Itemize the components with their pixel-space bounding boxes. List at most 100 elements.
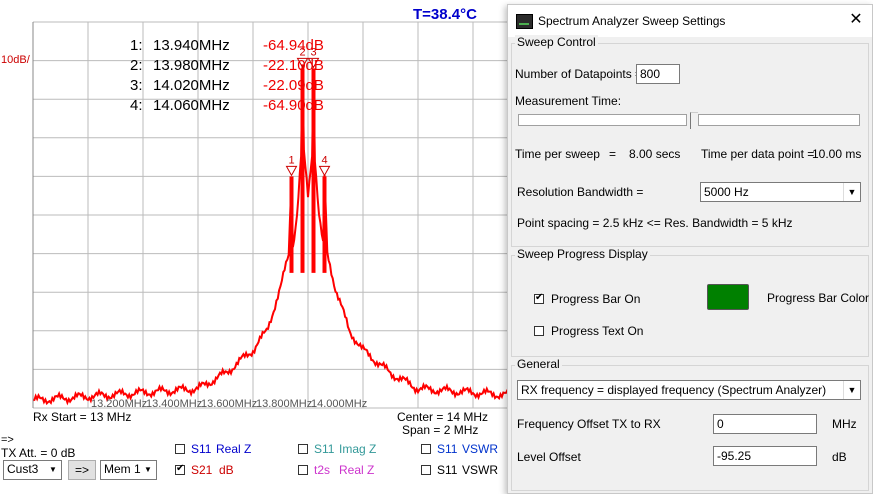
sweep-control-group: Sweep Control Number of Datapoints = 800… — [511, 35, 869, 247]
frequency-offset-unit: MHz — [832, 417, 857, 431]
time-per-point-value: 10.00 ms — [812, 147, 862, 161]
slider-track-right — [698, 114, 860, 126]
point-spacing-info: Point spacing = 2.5 kHz <= Res. Bandwidt… — [517, 216, 793, 230]
datapoints-input[interactable]: 800 — [636, 64, 680, 84]
memory-select[interactable]: Mem 1 ▼ — [100, 460, 157, 480]
chevron-down-icon: ▼ — [144, 465, 152, 474]
marker-flag-label: 4 — [321, 154, 327, 166]
marker-frequency: 14.060MHz — [153, 97, 230, 114]
marker-flag-label: 1 — [288, 154, 294, 166]
trace-name: S11 — [314, 442, 335, 456]
trace-type: Real Z — [216, 442, 252, 456]
progress-bar-color-swatch[interactable] — [707, 284, 749, 310]
marker-flag-label: 3 — [310, 46, 316, 58]
marker-level: -22.09dB — [263, 77, 324, 94]
marker-frequency: 13.940MHz — [153, 37, 230, 54]
apply-arrow-button[interactable]: => — [68, 460, 96, 480]
marker-level: -64.94dB — [263, 37, 324, 54]
memory-select-value: Mem 1 — [104, 462, 141, 476]
chevron-down-icon: ▼ — [49, 465, 57, 474]
time-per-point-label: Time per data point = — [701, 147, 815, 161]
slider-track-left — [518, 114, 687, 126]
tx-attenuation-label: TX Att. = 0 dB — [1, 446, 76, 460]
trace-name: S11 — [191, 442, 212, 456]
marker-index: 4: — [130, 97, 143, 114]
center-label: Center = 14 MHz — [397, 410, 489, 424]
chevron-down-icon: ▼ — [843, 381, 860, 399]
trace-type: VSWR — [462, 442, 498, 456]
spectrum-trace — [32, 64, 584, 408]
marker-frequency: 13.980MHz — [153, 57, 230, 74]
progress-bar-checkbox[interactable] — [534, 292, 544, 304]
trace-type: dB — [219, 463, 234, 477]
x-tick-label: 13.400MHz — [146, 398, 202, 410]
trace-checkbox[interactable] — [175, 463, 185, 475]
frequency-offset-input[interactable]: 0 — [713, 414, 817, 434]
rbw-label: Resolution Bandwidth = — [517, 185, 644, 199]
trace-checkbox[interactable] — [421, 465, 431, 475]
frequency-mode-value: RX frequency = displayed frequency (Spec… — [521, 383, 827, 397]
measurement-time-slider[interactable] — [518, 112, 860, 130]
trace-checkbox[interactable] — [421, 444, 431, 454]
trace-name: S11 — [437, 463, 458, 477]
marker-flag-triangle — [296, 57, 309, 69]
chevron-down-icon: ▼ — [843, 183, 860, 201]
x-tick-label: 13.200MHz — [91, 398, 147, 410]
sweep-control-legend: Sweep Control — [515, 35, 598, 49]
slider-thumb[interactable] — [690, 112, 698, 129]
cust-select[interactable]: Cust3 ▼ — [3, 460, 62, 480]
trace-type: Real Z — [339, 463, 375, 477]
trace-type: Imag Z — [339, 442, 377, 456]
arrow-indicator: => — [1, 434, 14, 446]
progress-text-checkbox[interactable] — [534, 326, 544, 336]
progress-text-on-label: Progress Text On — [551, 324, 644, 338]
temperature-readout: T=38.4°C — [413, 6, 477, 23]
marker-level: -64.90dB — [263, 97, 324, 114]
level-offset-unit: dB — [832, 450, 847, 464]
frequency-mode-select[interactable]: RX frequency = displayed frequency (Spec… — [517, 380, 861, 400]
x-tick-label: 13.800MHz — [256, 398, 312, 410]
time-per-sweep-equals: = — [609, 147, 617, 161]
trace-name: S11 — [437, 442, 458, 456]
rbw-select[interactable]: 5000 Hz ▼ — [700, 182, 861, 202]
level-offset-label: Level Offset — [517, 450, 581, 464]
x-tick-label: 14.000MHz — [311, 398, 367, 410]
marker-flag-triangle — [307, 57, 320, 69]
marker-frequency: 14.020MHz — [153, 77, 230, 94]
trace-checkbox[interactable] — [175, 444, 185, 454]
marker-flag-triangle — [318, 165, 331, 177]
level-offset-input[interactable]: -95.25 — [713, 446, 817, 466]
dialog-body: Sweep Control Number of Datapoints = 800… — [508, 35, 872, 493]
dialog-title: Spectrum Analyzer Sweep Settings — [538, 14, 726, 28]
trace-checkbox[interactable] — [298, 444, 308, 454]
marker-index: 2: — [130, 57, 143, 74]
progress-display-legend: Sweep Progress Display — [515, 247, 650, 261]
progress-display-group: Sweep Progress Display Progress Bar On P… — [511, 247, 870, 357]
marker-level: -22.10dB — [263, 57, 324, 74]
progress-bar-on-label: Progress Bar On — [551, 292, 641, 306]
time-per-sweep-label: Time per sweep — [515, 147, 600, 161]
close-icon[interactable]: ✕ — [849, 11, 863, 28]
scale-label: 10dB/ — [1, 54, 30, 66]
dialog-titlebar: Spectrum Analyzer Sweep Settings ✕ — [508, 5, 872, 37]
marker-index: 1: — [130, 37, 143, 54]
general-legend: General — [515, 357, 562, 371]
measurement-time-label: Measurement Time: — [515, 94, 622, 108]
sweep-settings-dialog: Spectrum Analyzer Sweep Settings ✕ Sweep… — [507, 4, 873, 494]
general-group: General RX frequency = displayed frequen… — [511, 357, 869, 491]
rbw-select-value: 5000 Hz — [704, 185, 749, 199]
app-icon — [516, 14, 533, 29]
marker-flag-triangle — [285, 165, 298, 177]
x-tick-label: 13.600MHz — [201, 398, 257, 410]
cust-select-value: Cust3 — [7, 462, 39, 476]
time-per-sweep-value: 8.00 secs — [629, 147, 681, 161]
trace-checkbox[interactable] — [298, 465, 308, 475]
rx-start-label: Rx Start = 13 MHz — [33, 410, 132, 424]
progress-bar-color-label: Progress Bar Color — [767, 291, 870, 305]
trace-name: S21 — [191, 463, 213, 477]
frequency-offset-label: Frequency Offset TX to RX — [517, 417, 661, 431]
trace-type: VSWR — [462, 463, 498, 477]
trace-name: t2s — [314, 463, 331, 477]
marker-flag-label: 2 — [299, 46, 305, 58]
